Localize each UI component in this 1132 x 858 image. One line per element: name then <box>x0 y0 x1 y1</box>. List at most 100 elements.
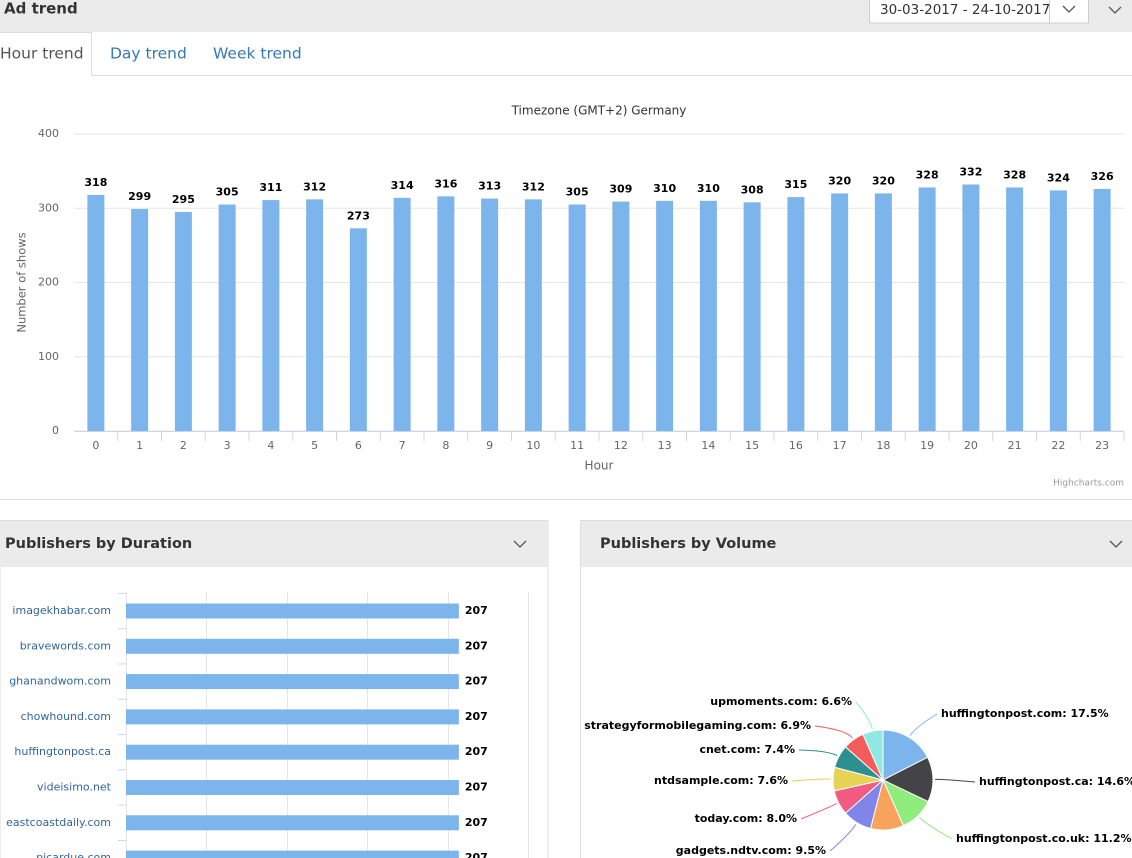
x-tick-label: 18 <box>876 439 890 452</box>
data-label: 309 <box>609 183 632 196</box>
category-label: videisimo.net <box>37 781 112 794</box>
data-label: 305 <box>566 186 589 199</box>
panel-title: Publishers by Duration <box>5 536 192 552</box>
tab[interactable]: Week trend <box>213 45 302 63</box>
slice-name: today.com <box>695 812 759 825</box>
panel-header <box>581 521 1132 567</box>
slice-name: huffingtonpost.co.uk <box>956 832 1086 845</box>
data-label: 295 <box>172 193 195 206</box>
bar <box>874 193 892 431</box>
bar <box>524 199 542 431</box>
separator: : <box>772 719 780 732</box>
slice-value: 8.0% <box>766 812 797 825</box>
slice-value: 6.9% <box>780 719 811 732</box>
x-tick-label: 15 <box>745 439 759 452</box>
slice-value: 17.5% <box>1070 707 1108 720</box>
tab[interactable]: Day trend <box>110 45 187 63</box>
category-label: picardue.com <box>36 851 111 858</box>
pie-label: huffingtonpost.com: 17.5% <box>941 707 1109 720</box>
bar <box>699 200 717 431</box>
data-label: 311 <box>259 181 282 194</box>
x-tick-label: 12 <box>614 439 628 452</box>
data-label: 207 <box>465 675 488 688</box>
separator: : <box>787 844 795 857</box>
bar <box>306 199 324 431</box>
data-label: 326 <box>1091 170 1114 183</box>
y-axis-title: Number of shows <box>15 232 29 332</box>
bar <box>126 815 459 831</box>
category-label: eastcoastdaily.com <box>6 816 111 829</box>
slice-name: huffingtonpost.ca <box>979 775 1089 788</box>
collapse-toggle[interactable] <box>1108 6 1122 14</box>
pie-label: today.com: 8.0% <box>695 812 797 825</box>
x-tick-label: 16 <box>789 439 803 452</box>
bar <box>1006 187 1024 431</box>
x-tick-label: 5 <box>311 439 318 452</box>
date-dropdown[interactable] <box>1062 5 1076 13</box>
category-label: ghanandwom.com <box>9 675 111 688</box>
y-tick-label: 0 <box>52 424 59 437</box>
tab[interactable]: Hour trend <box>0 45 84 63</box>
slice-value: 11.2% <box>1093 832 1131 845</box>
x-axis-title: Hour <box>585 459 614 473</box>
data-label: 207 <box>465 710 488 723</box>
slice-name: gadgets.ndtv.com <box>676 844 787 857</box>
bar <box>787 197 805 431</box>
x-tick-label: 9 <box>486 439 493 452</box>
slice-name: huffingtonpost.com <box>941 707 1062 720</box>
bar <box>126 780 459 795</box>
pie-slice <box>862 729 884 781</box>
data-label: 273 <box>347 209 370 222</box>
x-tick-label: 22 <box>1051 439 1065 452</box>
bar <box>218 204 236 431</box>
panel-toggle[interactable] <box>513 540 527 548</box>
data-label: 320 <box>872 174 895 187</box>
slice-name: ntdsample.com <box>654 774 749 787</box>
date-range: 30-03-2017 - 24-10-2017 <box>880 2 1050 18</box>
connector <box>798 749 838 756</box>
data-label: 207 <box>465 604 488 617</box>
x-tick-label: 2 <box>180 439 187 452</box>
date-picker[interactable] <box>869 0 1089 24</box>
data-label: 328 <box>916 168 939 181</box>
data-label: 312 <box>303 180 326 193</box>
data-label: 320 <box>828 174 851 187</box>
bar <box>831 193 849 431</box>
bar <box>656 200 674 431</box>
bar <box>349 228 367 431</box>
data-label: 312 <box>522 180 545 193</box>
data-label: 308 <box>741 183 764 196</box>
connector <box>791 778 832 782</box>
x-tick-label: 20 <box>964 439 978 452</box>
data-label: 313 <box>478 180 501 193</box>
data-label: 318 <box>84 176 107 189</box>
bar <box>437 196 455 431</box>
pie-label: huffingtonpost.co.uk: 11.2% <box>956 832 1132 845</box>
separator: : <box>758 812 766 825</box>
pie-slice <box>882 729 929 781</box>
x-tick-label: 8 <box>442 439 449 452</box>
category-label: chowhound.com <box>21 710 111 723</box>
x-tick-label: 6 <box>355 439 362 452</box>
data-label: 207 <box>465 851 488 858</box>
data-label: 207 <box>465 816 488 829</box>
bar <box>126 709 459 725</box>
y-tick-label: 200 <box>38 276 59 289</box>
connector <box>829 824 857 852</box>
panel-toggle[interactable] <box>1109 540 1123 548</box>
x-tick-label: 17 <box>833 439 847 452</box>
x-tick-label: 4 <box>267 439 274 452</box>
bar <box>918 187 936 431</box>
slice-value: 7.4% <box>764 743 795 756</box>
data-label: 314 <box>391 179 414 192</box>
bar <box>393 197 411 431</box>
data-label: 315 <box>784 178 807 191</box>
bar <box>743 202 761 431</box>
data-label: 310 <box>653 182 676 195</box>
bar <box>481 198 499 431</box>
bar <box>612 201 630 431</box>
pie-label: strategyformobilegaming.com: 6.9% <box>584 719 811 732</box>
active-tab-bg <box>0 33 91 76</box>
connector <box>855 701 873 730</box>
